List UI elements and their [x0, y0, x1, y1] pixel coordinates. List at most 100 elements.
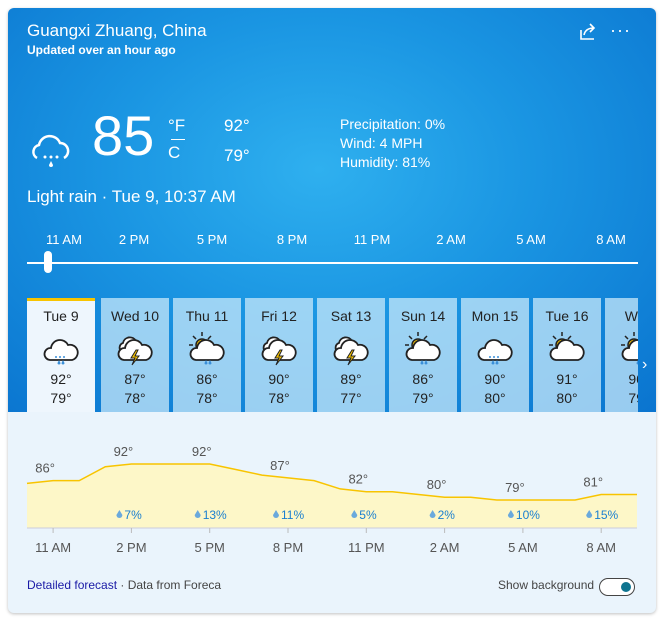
raindrop-icon: [351, 510, 358, 518]
slider-hour-label: 8 PM: [276, 232, 308, 247]
partly-sunny-rain-icon: [389, 330, 457, 370]
thunderstorm-icon: [317, 330, 385, 370]
day-low: 78°: [196, 390, 218, 406]
day-high: 86°: [412, 371, 434, 387]
day-name: Tue 16: [545, 308, 589, 324]
condition-text: Light rain · Tue 9, 10:37 AM: [27, 187, 236, 206]
day-tile[interactable]: Fri 12 90° 78°: [245, 298, 313, 412]
precip-label: 10%: [516, 508, 540, 522]
daily-forecast-list: Tue 9 92° 79° Wed 10 87° 78° Thu 11 86° 78° Fri 1…: [27, 298, 638, 412]
precip-label: 15%: [594, 508, 618, 522]
x-tick-label: 8 AM: [586, 540, 616, 555]
temp-label: 86°: [35, 461, 55, 476]
x-tick-label: 8 PM: [273, 540, 303, 555]
temp-label: 87°: [270, 458, 290, 473]
thunderstorm-icon: [101, 330, 169, 370]
precip-label: 11%: [281, 508, 304, 522]
day-low: 78°: [124, 390, 146, 406]
temp-label: 79°: [505, 480, 525, 495]
low-temp: 79°: [224, 146, 250, 165]
slider-hour-label: 5 AM: [516, 232, 546, 247]
slider-hour-label: 5 PM: [196, 232, 228, 247]
day-low: 79°: [412, 390, 434, 406]
day-high: 90°: [484, 371, 506, 387]
updated-text: Updated over an hour ago: [27, 43, 176, 57]
unit-divider: [171, 139, 185, 140]
time-slider-track[interactable]: [27, 262, 638, 264]
more-options-icon[interactable]: ···: [610, 20, 631, 40]
raindrop-icon: [507, 510, 514, 518]
day-tile[interactable]: Sat 13 89° 77°: [317, 298, 385, 412]
day-name: Wed: [624, 308, 638, 324]
day-name: Sat 13: [330, 308, 372, 324]
day-tile[interactable]: Tue 16 91° 80°: [533, 298, 601, 412]
day-name: Fri 12: [261, 308, 297, 324]
light-rain-icon: [461, 330, 529, 370]
weather-header: Guangxi Zhuang, China Updated over an ho…: [8, 8, 656, 412]
day-high: 92°: [50, 371, 72, 387]
light-rain-icon: [32, 134, 70, 167]
day-high: 86°: [196, 371, 218, 387]
raindrop-icon: [273, 510, 279, 518]
precip-label: 2%: [438, 508, 456, 522]
unit-fahrenheit[interactable]: °F: [168, 116, 186, 135]
precip-label: 7%: [124, 508, 142, 522]
day-tile[interactable]: Sun 14 86° 79°: [389, 298, 457, 412]
slider-hour-label: 11 AM: [46, 232, 82, 247]
day-name: Tue 9: [43, 308, 79, 324]
day-tile[interactable]: Wed 90° 79°: [605, 298, 638, 412]
share-icon[interactable]: [578, 22, 598, 42]
day-low: 77°: [340, 390, 362, 406]
day-low: 78°: [268, 390, 290, 406]
thunderstorm-icon: [245, 330, 313, 370]
location-title[interactable]: Guangxi Zhuang, China: [27, 21, 207, 40]
slider-hour-label: 8 AM: [596, 232, 626, 247]
slider-hour-label: 2 PM: [118, 232, 150, 247]
humidity: Humidity: 81%: [340, 154, 431, 170]
temp-label: 82°: [348, 472, 368, 487]
temp-label: 81°: [583, 474, 603, 489]
wind: Wind: 4 MPH: [340, 135, 423, 151]
day-high: 89°: [340, 371, 362, 387]
temp-label: 92°: [192, 444, 212, 459]
precip-label: 13%: [203, 508, 227, 522]
show-background-label: Show background: [498, 578, 595, 592]
temperature-line: [26, 463, 637, 501]
current-temp: 85: [92, 104, 155, 167]
show-background-toggle[interactable]: [599, 578, 635, 596]
x-tick-label: 5 AM: [508, 540, 538, 555]
day-name: Sun 14: [400, 308, 446, 324]
day-tile[interactable]: Mon 15 90° 80°: [461, 298, 529, 412]
slider-hour-label: 2 AM: [436, 232, 466, 247]
day-low: 80°: [484, 390, 506, 406]
day-low: 79°: [50, 390, 72, 406]
day-tile[interactable]: Thu 11 86° 78°: [173, 298, 241, 412]
temp-label: 80°: [427, 477, 447, 492]
unit-celsius[interactable]: C: [168, 143, 181, 162]
next-days-chevron-icon[interactable]: ›: [642, 356, 648, 373]
day-name: Wed 10: [111, 308, 159, 324]
time-slider-thumb[interactable]: [44, 251, 52, 273]
x-tick-label: 11 PM: [348, 540, 385, 555]
day-name: Thu 11: [185, 308, 229, 324]
day-low: 79°: [628, 390, 638, 406]
slider-hour-label: 11 PM: [353, 232, 391, 247]
raindrop-icon: [194, 510, 201, 518]
day-high: 91°: [556, 371, 578, 387]
x-tick-label: 2 PM: [116, 540, 146, 555]
precip-label: 5%: [359, 508, 377, 522]
high-temp: 92°: [224, 116, 250, 135]
day-high: 90°: [628, 371, 638, 387]
partly-sunny-rain-icon: [173, 330, 241, 370]
toggle-knob: [621, 582, 631, 592]
day-high: 87°: [124, 371, 146, 387]
day-tile[interactable]: Wed 10 87° 78°: [101, 298, 169, 412]
precipitation: Precipitation: 0%: [340, 116, 446, 132]
day-high: 90°: [268, 371, 290, 387]
x-tick-label: 11 AM: [35, 540, 71, 555]
x-tick-label: 5 PM: [195, 540, 225, 555]
detailed-forecast-link[interactable]: Detailed forecast: [27, 578, 118, 592]
day-tile[interactable]: Tue 9 92° 79°: [27, 298, 95, 412]
weather-card: Guangxi Zhuang, China Updated over an ho…: [8, 8, 656, 613]
partly-sunny-rain-icon: [605, 330, 638, 370]
